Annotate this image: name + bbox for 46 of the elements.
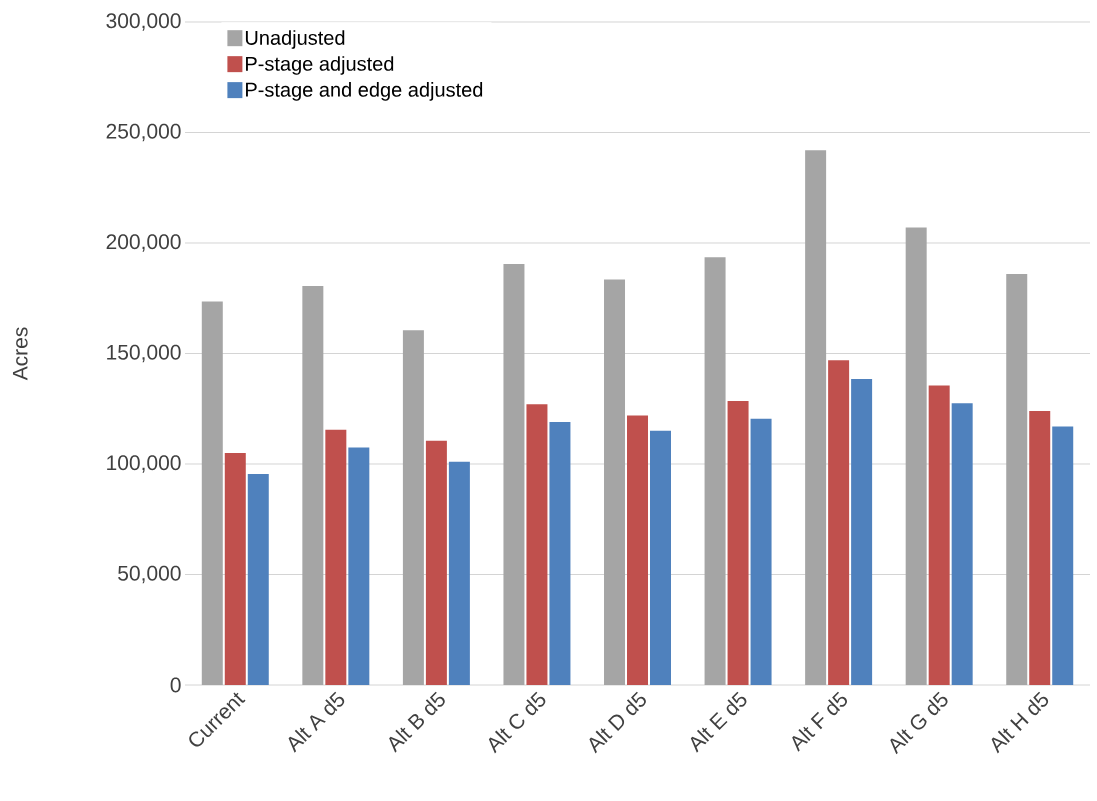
bar — [503, 263, 525, 685]
legend-label: P-stage and edge adjusted — [246, 82, 483, 101]
bar — [627, 415, 648, 685]
bar — [951, 403, 973, 685]
bar — [526, 404, 548, 685]
bar — [1052, 426, 1074, 685]
legend-label: Unadjusted — [245, 30, 345, 49]
y-tick-label: 150,000 — [107, 344, 181, 363]
bar — [549, 422, 571, 685]
bar — [650, 430, 671, 685]
bar — [604, 279, 626, 685]
bar — [448, 461, 470, 685]
legend-label: P-stage adjusted — [246, 56, 394, 75]
bar — [704, 257, 726, 685]
bar — [851, 378, 873, 685]
x-tick-label: Alt H d5 — [991, 691, 1049, 754]
bar — [1006, 273, 1028, 685]
x-tick-label: Alt C d5 — [488, 691, 546, 754]
x-tick-label: Alt D d5 — [589, 691, 646, 754]
y-tick-label: 100,000 — [107, 455, 181, 473]
bar — [325, 429, 347, 685]
bar — [302, 286, 324, 685]
bar — [402, 330, 424, 685]
bar — [425, 440, 447, 685]
bar — [348, 447, 370, 685]
bar — [805, 150, 827, 685]
y-tick-label: 200,000 — [106, 234, 181, 252]
y-tick-label: 50,000 — [118, 565, 181, 584]
bar — [828, 360, 850, 685]
x-tick-label: Alt G d5 — [890, 691, 948, 755]
y-axis-title: Acres — [12, 327, 28, 381]
y-tick-label: 300,000 — [106, 13, 181, 31]
bar — [201, 301, 223, 685]
bar — [1029, 410, 1051, 685]
bar — [750, 418, 772, 685]
x-tick-label: Alt A d5 — [288, 691, 345, 753]
x-tick-label: Alt F d5 — [792, 691, 847, 752]
bar — [727, 401, 749, 685]
y-tick-label: 0 — [170, 677, 181, 693]
bar — [224, 452, 246, 685]
bar — [905, 227, 927, 685]
x-tick-label: Alt E d5 — [690, 691, 747, 753]
bar — [928, 385, 950, 685]
bar — [247, 473, 269, 685]
y-tick-label: 250,000 — [106, 123, 181, 142]
x-tick-label: Alt B d5 — [389, 691, 445, 753]
